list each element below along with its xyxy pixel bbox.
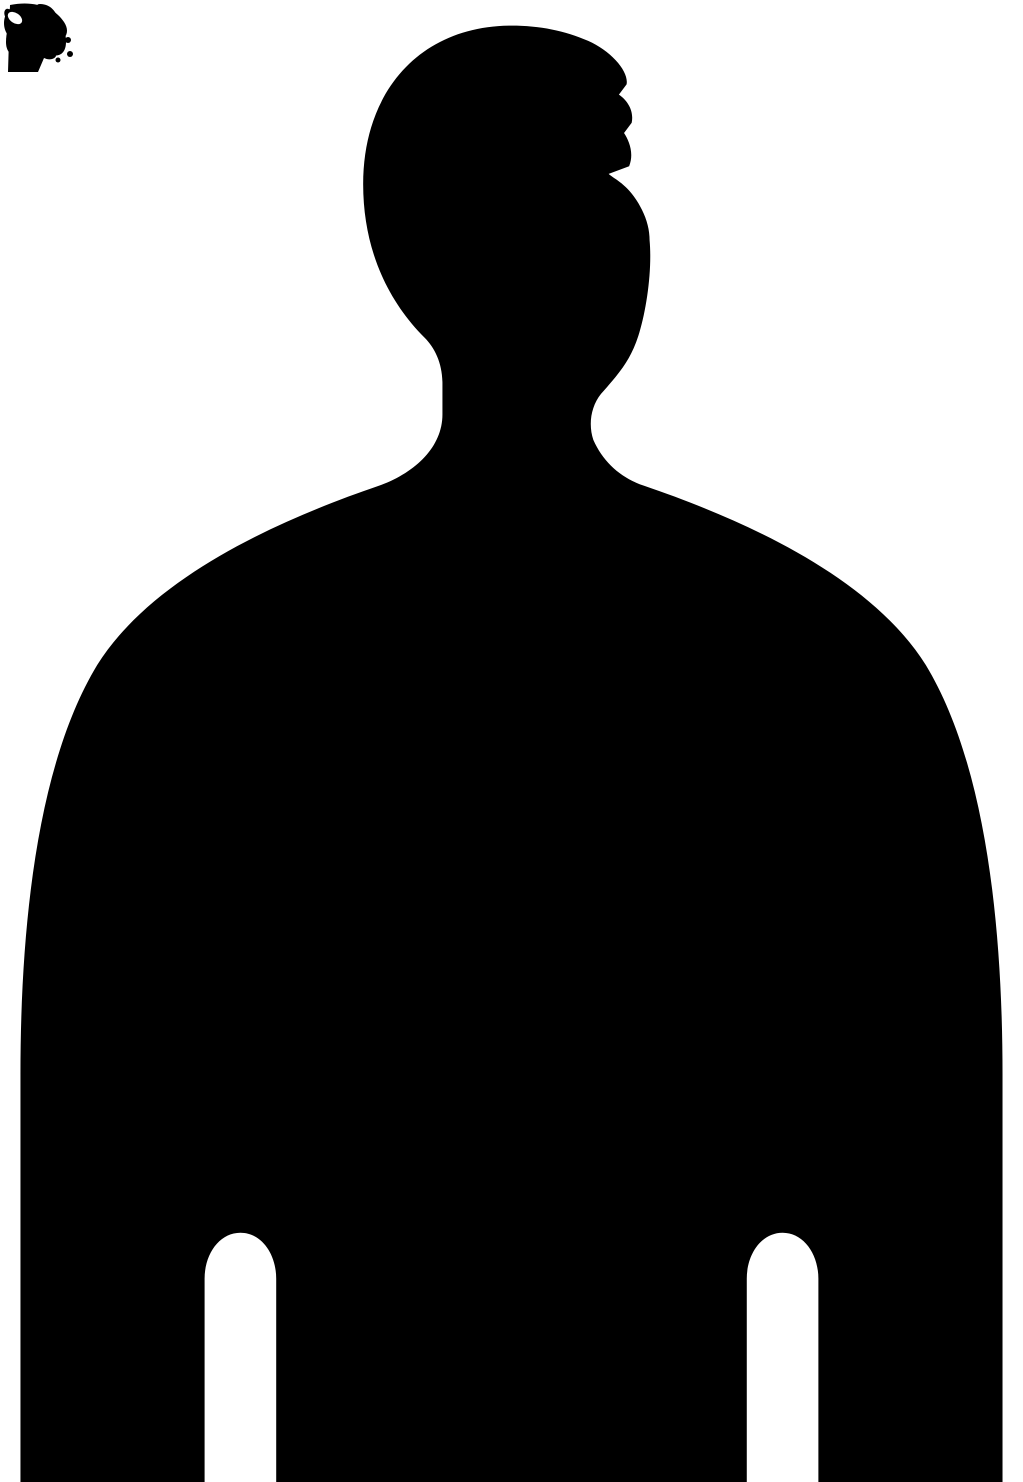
infographic-canvas <box>0 0 1023 741</box>
intestine-icon <box>0 0 70 67</box>
human-body-figure <box>0 0 1023 1482</box>
